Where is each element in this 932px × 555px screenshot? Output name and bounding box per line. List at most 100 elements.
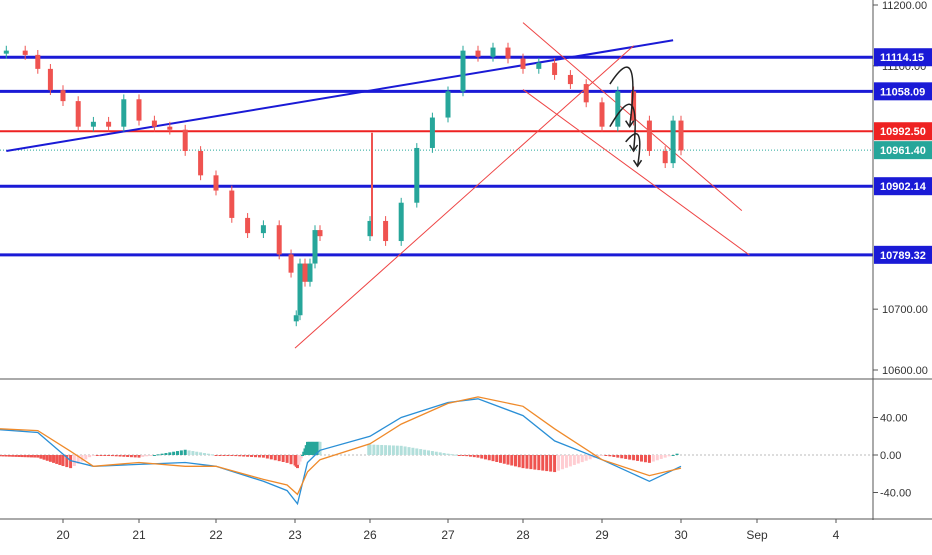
candle-body[interactable] <box>460 50 466 92</box>
curved-down-arrow-2 <box>609 103 636 152</box>
candle-body[interactable] <box>307 263 313 282</box>
candle-body[interactable] <box>136 99 142 121</box>
candle-body[interactable] <box>567 74 573 85</box>
histogram-bar <box>502 455 506 464</box>
candle-body[interactable] <box>167 126 173 130</box>
histogram-bar <box>103 455 107 456</box>
date-tick-label: 4 <box>833 528 840 542</box>
candle-body[interactable] <box>213 175 219 191</box>
candle-body[interactable] <box>260 225 266 234</box>
candle-body[interactable] <box>583 84 589 103</box>
candle-body[interactable] <box>106 121 112 127</box>
histogram-bar <box>655 455 659 461</box>
candle-body[interactable] <box>475 50 481 57</box>
histogram-bar <box>107 455 111 456</box>
candle-body[interactable] <box>182 129 188 151</box>
candle-body[interactable] <box>288 254 294 273</box>
price-pane[interactable] <box>0 22 873 349</box>
red-lower-channel[interactable] <box>522 89 750 256</box>
candle-body[interactable] <box>552 62 558 75</box>
candle-body[interactable] <box>245 217 251 234</box>
histogram-bar <box>624 455 628 459</box>
candle-body[interactable] <box>367 220 373 237</box>
histogram-bar <box>133 455 137 458</box>
red-rising-channel[interactable] <box>294 45 634 349</box>
candle-body[interactable] <box>490 47 496 57</box>
candle-body[interactable] <box>276 225 282 255</box>
candle-body[interactable] <box>90 121 96 127</box>
oscillator-pane[interactable] <box>0 396 873 506</box>
histogram-bar <box>391 445 395 455</box>
histogram-bar <box>380 444 384 455</box>
date-tick-label: 22 <box>209 528 223 542</box>
candle-body[interactable] <box>505 47 511 59</box>
candle-body[interactable] <box>678 120 684 151</box>
histogram-bar <box>632 455 636 461</box>
candle-body[interactable] <box>445 91 451 118</box>
candle-body[interactable] <box>47 68 53 91</box>
histogram-bar <box>529 455 533 470</box>
histogram-bar <box>647 455 651 463</box>
candle-body[interactable] <box>297 263 303 316</box>
histogram-bar <box>222 455 226 456</box>
candle-body[interactable] <box>198 151 204 176</box>
histogram-bar <box>487 455 491 461</box>
osc-tick-label: 0.00 <box>880 450 901 462</box>
histogram-bar <box>620 455 624 459</box>
candle-body[interactable] <box>536 62 542 69</box>
histogram-bar <box>254 455 257 458</box>
candle-body[interactable] <box>317 230 323 237</box>
histogram-bar <box>11 455 15 457</box>
histogram-bar <box>191 451 195 455</box>
histogram-bar <box>388 445 391 455</box>
candle-body[interactable] <box>615 91 621 127</box>
candle-body[interactable] <box>293 315 299 322</box>
candle-body[interactable] <box>22 50 28 55</box>
candle-body[interactable] <box>383 220 389 242</box>
histogram-bar <box>476 455 480 458</box>
candle-body[interactable] <box>302 263 308 282</box>
histogram-bar <box>273 455 277 461</box>
histogram-bar <box>430 451 434 455</box>
candle-body[interactable] <box>520 58 526 69</box>
date-tick-label: 20 <box>56 528 70 542</box>
candle-body[interactable] <box>414 147 420 203</box>
candle-body[interactable] <box>60 90 66 102</box>
candle-body[interactable] <box>75 101 81 127</box>
candle-body[interactable] <box>121 99 127 127</box>
histogram-bar <box>48 455 52 462</box>
histogram-bar <box>1 455 5 457</box>
histogram-bar <box>261 455 265 458</box>
candle-body[interactable] <box>35 54 41 69</box>
histogram-bar <box>137 455 141 458</box>
histogram-bar <box>517 455 521 468</box>
candle-body[interactable] <box>3 50 9 54</box>
histogram-bar <box>145 455 149 457</box>
histogram-bar <box>604 455 608 456</box>
candle-body[interactable] <box>312 230 318 264</box>
histogram-bar <box>65 455 69 468</box>
histogram-bar <box>557 455 561 471</box>
candle-body[interactable] <box>229 190 235 218</box>
candle-body[interactable] <box>151 120 157 127</box>
candle-body[interactable] <box>429 117 435 148</box>
histogram-bar <box>506 455 510 465</box>
signal-line[interactable] <box>0 396 682 496</box>
last-price-label-bg <box>874 141 932 160</box>
candle-body[interactable] <box>646 120 652 151</box>
histogram-bar <box>675 453 679 455</box>
histogram-bar <box>553 455 557 473</box>
candle-body[interactable] <box>599 102 605 127</box>
histogram-bar <box>114 455 118 457</box>
histogram-bar <box>572 455 576 465</box>
blue-rising-trendline[interactable] <box>6 39 674 152</box>
candle-body[interactable] <box>631 91 637 121</box>
price-level-label-bg <box>874 122 932 141</box>
histogram-bar <box>580 455 584 463</box>
histogram-bar <box>126 455 130 457</box>
candle-body[interactable] <box>670 120 676 164</box>
histogram-bar <box>218 455 222 456</box>
histogram-bar <box>561 455 564 470</box>
candle-body[interactable] <box>398 202 404 242</box>
candle-body[interactable] <box>662 151 668 164</box>
